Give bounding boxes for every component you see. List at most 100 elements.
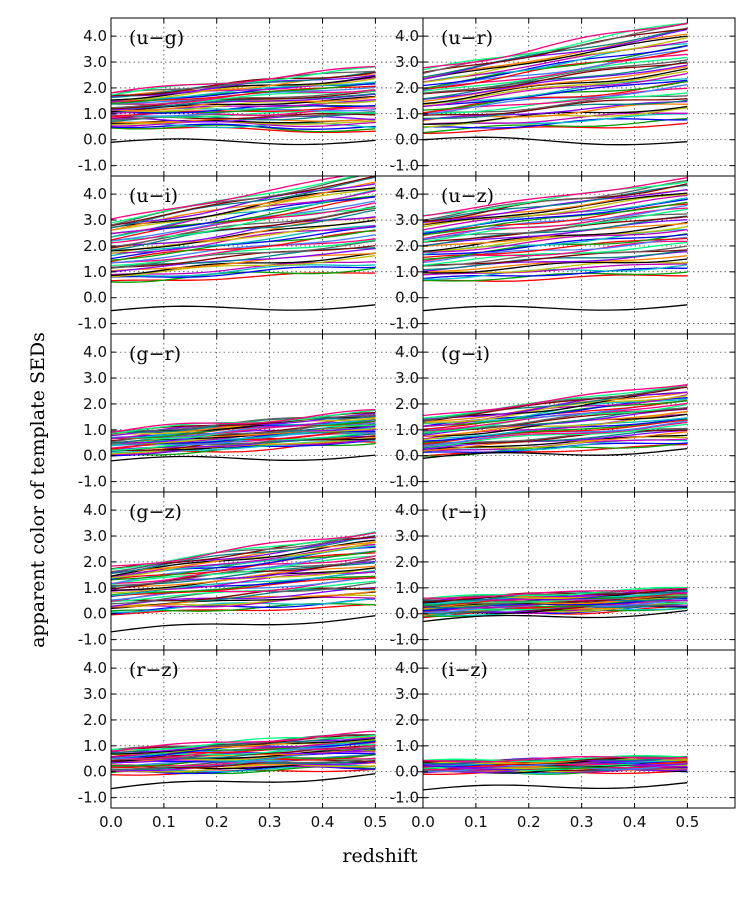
series-line xyxy=(423,429,688,450)
x-tick-label: 0.2 xyxy=(205,813,229,831)
series-line xyxy=(423,241,688,266)
series-line xyxy=(111,759,376,771)
y-tick-label: 4.0 xyxy=(83,343,107,361)
series-line xyxy=(423,429,688,446)
series-line xyxy=(423,84,688,115)
series-line xyxy=(111,555,376,586)
series-line xyxy=(423,384,688,417)
y-tick-label: 0.0 xyxy=(83,447,107,465)
y-tick-label: -1.0 xyxy=(78,789,107,807)
y-tick-label: 2.0 xyxy=(395,79,419,97)
y-tick-label: 4.0 xyxy=(83,501,107,519)
x-tick-label: 0.3 xyxy=(258,813,282,831)
series-line xyxy=(111,267,376,283)
y-tick-label: 2.0 xyxy=(395,553,419,571)
series-line xyxy=(423,233,688,256)
series-line xyxy=(111,569,376,597)
series-line xyxy=(111,188,376,232)
y-tick-label: -1.0 xyxy=(78,631,107,649)
series-line xyxy=(423,236,688,264)
series-line xyxy=(111,576,376,598)
y-tick-label: 3.0 xyxy=(395,685,419,703)
series-line xyxy=(111,543,376,578)
series-line xyxy=(423,59,688,94)
panel-7: -1.0 0.0 1.0 2.0 3.0 4.0 (g−z) xyxy=(78,491,424,651)
series-line xyxy=(423,105,688,125)
series-line xyxy=(111,123,376,130)
y-tick-label: -1.0 xyxy=(78,157,107,175)
series-line xyxy=(111,176,349,220)
x-tick-label: 0.0 xyxy=(411,813,435,831)
x-axis-ticks-left: 0.0 0.1 0.2 0.3 0.4 0.5 xyxy=(99,813,387,831)
series-line xyxy=(111,115,376,123)
series-lines xyxy=(423,177,688,312)
series-line xyxy=(111,754,376,768)
y-tick-label: 3.0 xyxy=(83,369,107,387)
series-line xyxy=(111,531,376,573)
x-tick-label: 0.4 xyxy=(311,813,335,831)
series-line xyxy=(423,98,688,116)
series-line xyxy=(111,734,376,751)
y-tick-label: 1.0 xyxy=(395,421,419,439)
panel-label: (r−z) xyxy=(129,659,179,681)
series-line xyxy=(423,249,688,271)
y-tick-label: 1.0 xyxy=(395,579,419,597)
series-line-minimum xyxy=(111,615,376,633)
series-line xyxy=(111,532,376,567)
y-tick-label: 0.0 xyxy=(395,763,419,781)
series-line xyxy=(423,258,688,274)
x-tick-label: 0.1 xyxy=(152,813,176,831)
series-line xyxy=(423,22,688,69)
series-line xyxy=(423,62,688,95)
y-tick-label: 4.0 xyxy=(395,27,419,45)
series-line xyxy=(111,240,376,269)
panel-label: (u−z) xyxy=(441,185,494,207)
x-tick-label: 0.3 xyxy=(570,813,594,831)
series-line xyxy=(423,384,688,421)
panel-6: -1.0 0.0 1.0 2.0 3.0 4.0 (g−i) xyxy=(390,333,736,493)
series-line xyxy=(111,224,376,254)
y-tick-label: -1.0 xyxy=(390,789,419,807)
x-tick-label: 0.2 xyxy=(517,813,541,831)
y-tick-label: 2.0 xyxy=(83,711,107,729)
series-line xyxy=(423,756,688,763)
series-line xyxy=(423,92,688,115)
series-line xyxy=(423,22,688,71)
series-line xyxy=(423,194,688,231)
panel-3: -1.0 0.0 1.0 2.0 3.0 4.0 (u−i) xyxy=(78,175,424,335)
series-line xyxy=(111,120,376,126)
panel-1: -1.0 0.0 1.0 2.0 3.0 4.0 (u−g) xyxy=(78,17,424,177)
series-lines xyxy=(111,65,376,146)
x-axis-ticks-right: 0.0 0.1 0.2 0.3 0.4 0.5 xyxy=(411,813,699,831)
y-tick-label: -1.0 xyxy=(78,315,107,333)
series-line xyxy=(111,234,376,264)
panel-9: -1.0 0.0 1.0 2.0 3.0 4.0 (r−z) xyxy=(78,649,424,809)
y-tick-label: 1.0 xyxy=(83,421,107,439)
y-tick-label: 0.0 xyxy=(395,289,419,307)
series-line xyxy=(423,28,688,80)
series-line xyxy=(423,67,688,105)
series-line xyxy=(423,204,688,240)
y-tick-label: 2.0 xyxy=(83,395,107,413)
series-line xyxy=(423,755,688,762)
series-line xyxy=(111,90,376,110)
y-tick-label: 1.0 xyxy=(83,105,107,123)
series-line-minimum xyxy=(111,138,376,146)
series-line xyxy=(423,226,688,252)
series-line xyxy=(111,196,376,241)
x-axis-title: redshift xyxy=(342,845,418,867)
series-line xyxy=(111,92,376,110)
y-tick-label: 1.0 xyxy=(395,105,419,123)
y-tick-label: 2.0 xyxy=(83,79,107,97)
series-line xyxy=(423,203,688,237)
series-line xyxy=(111,764,376,773)
series-line xyxy=(423,100,688,121)
series-line xyxy=(111,176,376,229)
series-line xyxy=(423,263,688,276)
series-line xyxy=(111,187,376,229)
y-tick-label: 2.0 xyxy=(83,237,107,255)
series-line xyxy=(111,597,376,613)
y-tick-label: 4.0 xyxy=(395,659,419,677)
y-tick-label: 3.0 xyxy=(83,53,107,71)
